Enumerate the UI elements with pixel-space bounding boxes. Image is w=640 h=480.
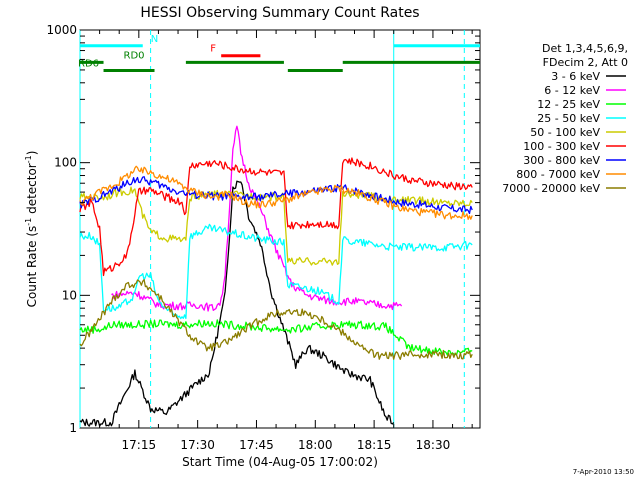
- x-tick-label-4: 18:15: [357, 438, 392, 452]
- series-line-5: [79, 157, 473, 277]
- legend-label-3: 25 - 50 keV: [537, 112, 600, 125]
- flag-label-rd0: RD0: [124, 50, 145, 61]
- x-tick-label-3: 18:00: [298, 438, 333, 452]
- legend-label-5: 100 - 300 keV: [523, 140, 600, 153]
- y-axis-ticks: 1 10 100 1000: [46, 23, 480, 435]
- series-line-0: [79, 180, 395, 427]
- series-group: [79, 125, 473, 427]
- series-line-2: [79, 319, 473, 356]
- legend-label-0: 3 - 6 keV: [551, 70, 600, 83]
- y-tick-label-2: 100: [54, 156, 77, 170]
- series-line-6: [79, 176, 473, 215]
- legend-label-8: 7000 - 20000 keV: [502, 182, 600, 195]
- series-line-1: [111, 125, 403, 312]
- legend: Det 1,3,4,5,6,9, FDecim 2, Att 0 3 - 6 k…: [502, 42, 628, 195]
- x-axis-ticks: 17:15 17:30 17:45 18:00 18:15 18:30: [99, 30, 473, 452]
- legend-label-6: 300 - 800 keV: [523, 154, 600, 167]
- y-axis-label-end: ): [25, 151, 39, 156]
- y-axis-label-sup1: -1: [24, 218, 33, 226]
- flag-label-rd6: RD6: [78, 59, 99, 70]
- y-axis-label: Count Rate (s-1 detector-1): [24, 151, 39, 308]
- series-line-3: [79, 223, 473, 320]
- x-tick-label-1: 17:30: [180, 438, 215, 452]
- flag-label-f: F: [210, 44, 216, 55]
- series-line-8: [79, 279, 473, 360]
- x-tick-label-0: 17:15: [122, 438, 157, 452]
- x-tick-label-5: 18:30: [416, 438, 451, 452]
- flag-bars: N F RD0 RD6: [78, 34, 480, 73]
- y-axis-label-main: Count Rate (s: [25, 226, 39, 308]
- y-axis-label-mid: detector: [25, 163, 39, 218]
- chart-title: HESSI Observing Summary Count Rates: [140, 5, 419, 21]
- legend-label-2: 12 - 25 keV: [537, 98, 600, 111]
- legend-label-1: 6 - 12 keV: [544, 84, 600, 97]
- x-axis-label: Start Time (04-Aug-05 17:00:02): [182, 455, 378, 469]
- series-line-7: [79, 165, 473, 220]
- y-tick-label-0: 1: [69, 421, 77, 435]
- y-tick-label-3: 1000: [46, 23, 77, 37]
- legend-label-4: 50 - 100 keV: [530, 126, 600, 139]
- legend-label-7: 800 - 7000 keV: [516, 168, 600, 181]
- plot-area-frame: [79, 29, 481, 429]
- y-tick-label-1: 10: [62, 288, 77, 302]
- flag-label-n: N: [151, 34, 158, 45]
- y-axis-label-sup2: -1: [24, 155, 33, 163]
- legend-header-line-1: Det 1,3,4,5,6,9,: [542, 42, 628, 55]
- x-tick-label-2: 17:45: [239, 438, 274, 452]
- generation-timestamp: 7-Apr-2010 13:50: [573, 468, 634, 476]
- legend-header-line-2: FDecim 2, Att 0: [543, 56, 628, 69]
- vertical-marker-lines: [79, 30, 465, 428]
